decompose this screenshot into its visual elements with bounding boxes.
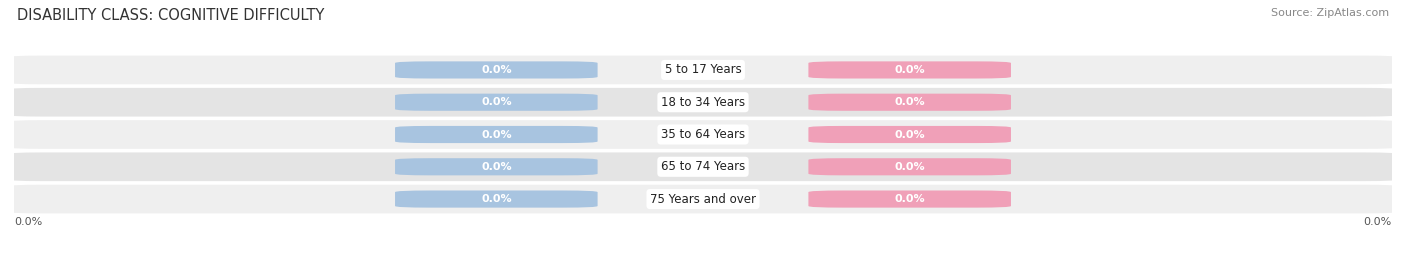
Text: 75 Years and over: 75 Years and over — [650, 193, 756, 206]
FancyBboxPatch shape — [808, 94, 1011, 111]
Text: 5 to 17 Years: 5 to 17 Years — [665, 63, 741, 76]
Text: DISABILITY CLASS: COGNITIVE DIFFICULTY: DISABILITY CLASS: COGNITIVE DIFFICULTY — [17, 8, 325, 23]
FancyBboxPatch shape — [4, 88, 1402, 116]
Text: 35 to 64 Years: 35 to 64 Years — [661, 128, 745, 141]
Text: 65 to 74 Years: 65 to 74 Years — [661, 160, 745, 173]
Text: 0.0%: 0.0% — [894, 65, 925, 75]
Text: 0.0%: 0.0% — [894, 97, 925, 107]
FancyBboxPatch shape — [4, 120, 1402, 149]
FancyBboxPatch shape — [4, 56, 1402, 84]
FancyBboxPatch shape — [395, 126, 598, 143]
FancyBboxPatch shape — [4, 185, 1402, 213]
Text: 0.0%: 0.0% — [481, 194, 512, 204]
FancyBboxPatch shape — [808, 190, 1011, 208]
Text: 0.0%: 0.0% — [481, 97, 512, 107]
Text: 0.0%: 0.0% — [481, 162, 512, 172]
FancyBboxPatch shape — [395, 190, 598, 208]
FancyBboxPatch shape — [808, 126, 1011, 143]
Text: 0.0%: 0.0% — [894, 162, 925, 172]
FancyBboxPatch shape — [395, 61, 598, 79]
FancyBboxPatch shape — [395, 158, 598, 175]
Text: 0.0%: 0.0% — [14, 217, 42, 227]
Text: 18 to 34 Years: 18 to 34 Years — [661, 96, 745, 109]
FancyBboxPatch shape — [808, 61, 1011, 79]
FancyBboxPatch shape — [808, 158, 1011, 175]
Text: 0.0%: 0.0% — [894, 194, 925, 204]
FancyBboxPatch shape — [4, 153, 1402, 181]
Text: Source: ZipAtlas.com: Source: ZipAtlas.com — [1271, 8, 1389, 18]
Text: 0.0%: 0.0% — [481, 65, 512, 75]
FancyBboxPatch shape — [395, 94, 598, 111]
Text: 0.0%: 0.0% — [481, 129, 512, 140]
Text: 0.0%: 0.0% — [894, 129, 925, 140]
Text: 0.0%: 0.0% — [1364, 217, 1392, 227]
